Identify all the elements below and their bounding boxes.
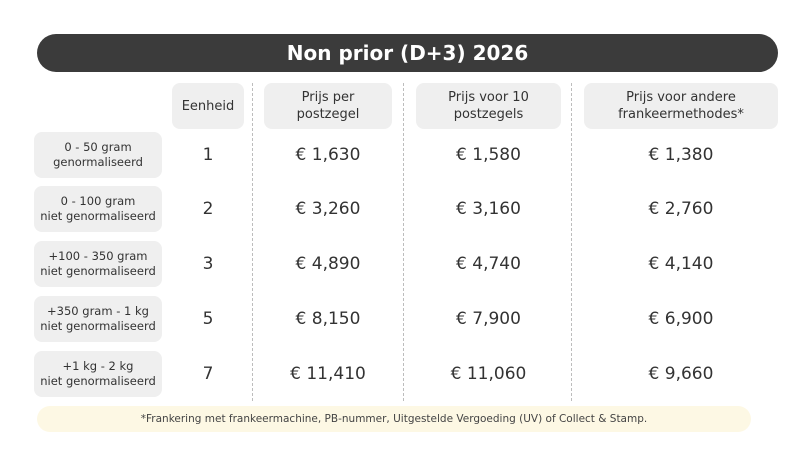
cell-price-other: € 2,760	[648, 199, 714, 219]
cell-unit: 1	[202, 145, 214, 165]
row-label-text: +350 gram - 1 kg niet genormaliseerd	[40, 304, 156, 333]
cell-price-per-10: € 11,060	[450, 364, 527, 384]
cell-price-per-stamp: € 4,890	[295, 254, 361, 274]
cell-unit: 2	[202, 199, 214, 219]
header-unit: Eenheid	[172, 83, 244, 129]
column-divider	[571, 83, 572, 401]
cell-price-other: € 1,380	[648, 145, 714, 165]
row-label: +350 gram - 1 kg niet genormaliseerd	[34, 296, 162, 342]
row-label: +100 - 350 gram niet genormaliseerd	[34, 241, 162, 287]
header-price-per-10-label: Prijs voor 10 postzegels	[448, 90, 529, 122]
cell-price-per-10: € 4,740	[456, 254, 521, 274]
header-price-other: Prijs voor andere frankeermethodes*	[584, 83, 778, 129]
cell-price-per-stamp: € 3,260	[295, 199, 361, 219]
page-title: Non prior (D+3) 2026	[37, 34, 778, 72]
header-price-per-10: Prijs voor 10 postzegels	[416, 83, 561, 129]
row-label: 0 - 100 gram niet genormaliseerd	[34, 186, 162, 232]
row-label: +1 kg - 2 kg niet genormaliseerd	[34, 351, 162, 397]
cell-price-per-stamp: € 1,630	[295, 145, 361, 165]
header-price-per-stamp: Prijs per postzegel	[264, 83, 392, 129]
cell-price-per-10: € 3,160	[456, 199, 521, 219]
row-label-text: +100 - 350 gram niet genormaliseerd	[40, 249, 156, 278]
header-unit-label: Eenheid	[181, 98, 235, 114]
column-divider	[403, 83, 404, 401]
cell-price-other: € 4,140	[648, 254, 714, 274]
cell-unit: 7	[202, 364, 214, 384]
cell-price-per-10: € 1,580	[456, 145, 521, 165]
cell-price-per-10: € 7,900	[456, 309, 521, 329]
header-price-per-stamp-label: Prijs per postzegel	[296, 90, 360, 122]
cell-price-other: € 6,900	[648, 309, 714, 329]
row-label-text: 0 - 100 gram niet genormaliseerd	[40, 194, 156, 223]
row-label: 0 - 50 gram genormaliseerd	[34, 132, 162, 178]
cell-price-per-stamp: € 8,150	[295, 309, 361, 329]
row-label-text: 0 - 50 gram genormaliseerd	[53, 140, 143, 169]
cell-price-per-stamp: € 11,410	[290, 364, 366, 384]
footnote: *Frankering met frankeermachine, PB-numm…	[37, 406, 751, 432]
cell-price-other: € 9,660	[648, 364, 714, 384]
column-divider	[252, 83, 253, 401]
cell-unit: 3	[202, 254, 214, 274]
row-label-text: +1 kg - 2 kg niet genormaliseerd	[40, 359, 156, 388]
header-price-other-label: Prijs voor andere frankeermethodes*	[618, 90, 744, 122]
cell-unit: 5	[202, 309, 214, 329]
